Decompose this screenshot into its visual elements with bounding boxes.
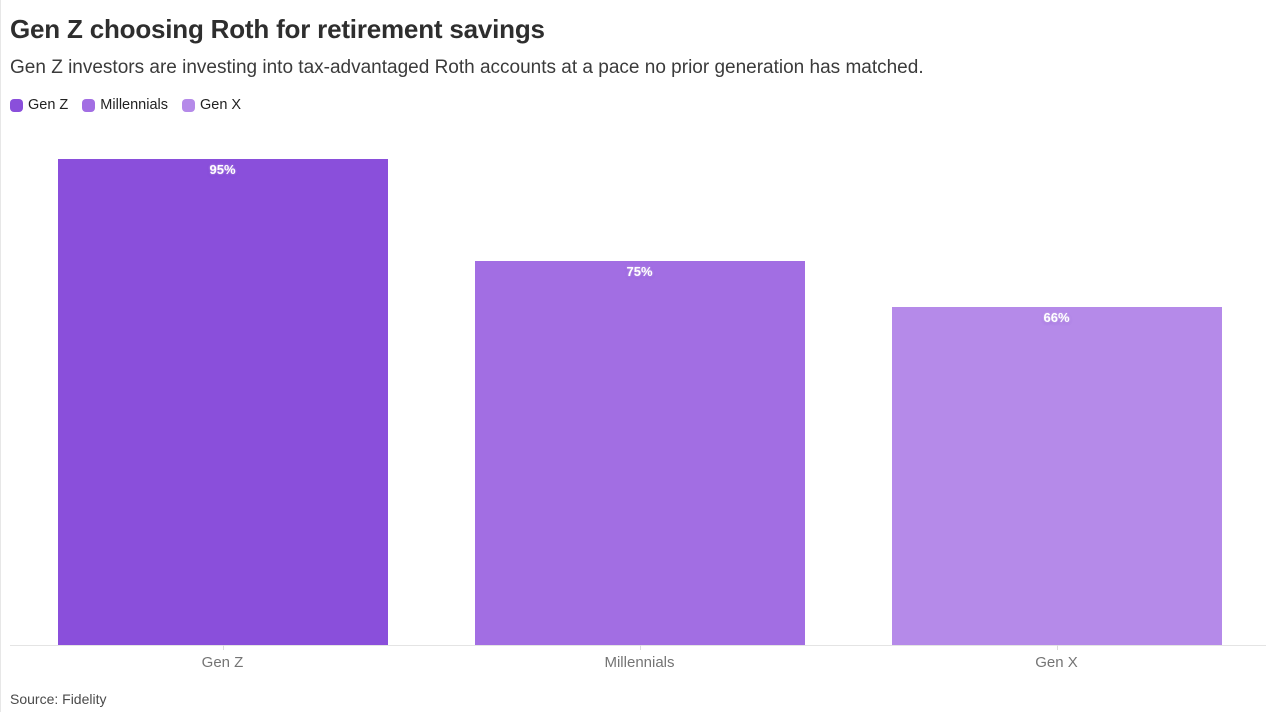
legend-item-gen-z: Gen Z — [10, 97, 68, 113]
legend-swatch-gen-z — [10, 98, 23, 112]
legend-label-gen-z: Gen Z — [28, 97, 69, 113]
legend-label-gen-x: Gen X — [200, 97, 242, 113]
legend: Gen Z Millennials Gen X — [10, 97, 241, 113]
bar-value-label: 75% — [626, 264, 653, 279]
x-axis-label-gen-z: Gen Z — [201, 654, 244, 671]
bar-millennials: 75% — [474, 261, 805, 645]
bar-value-label: 95% — [209, 162, 236, 177]
bar-value-label: 66% — [1043, 310, 1070, 325]
x-axis-tick — [1056, 645, 1058, 650]
x-axis-label-millennials: Millennials — [604, 654, 675, 671]
legend-item-gen-x: Gen X — [182, 97, 241, 113]
chart-title: Gen Z choosing Roth for retirement savin… — [10, 14, 545, 44]
legend-label-millennials: Millennials — [100, 97, 168, 113]
legend-swatch-gen-x — [182, 98, 195, 112]
legend-swatch-millennials — [82, 98, 96, 112]
left-edge-divider — [0, 0, 1, 712]
x-axis-tick — [639, 645, 641, 650]
legend-item-millennials: Millennials — [82, 97, 168, 113]
bar-gen-x: 66% — [891, 307, 1222, 645]
x-axis-label-gen-x: Gen X — [1035, 654, 1078, 671]
bar-gen-z: 95% — [57, 159, 388, 645]
chart-subtitle: Gen Z investors are investing into tax-a… — [10, 57, 924, 78]
source-note: Source: Fidelity — [10, 691, 107, 707]
x-axis-tick — [222, 645, 224, 650]
x-axis-line — [10, 645, 1266, 646]
